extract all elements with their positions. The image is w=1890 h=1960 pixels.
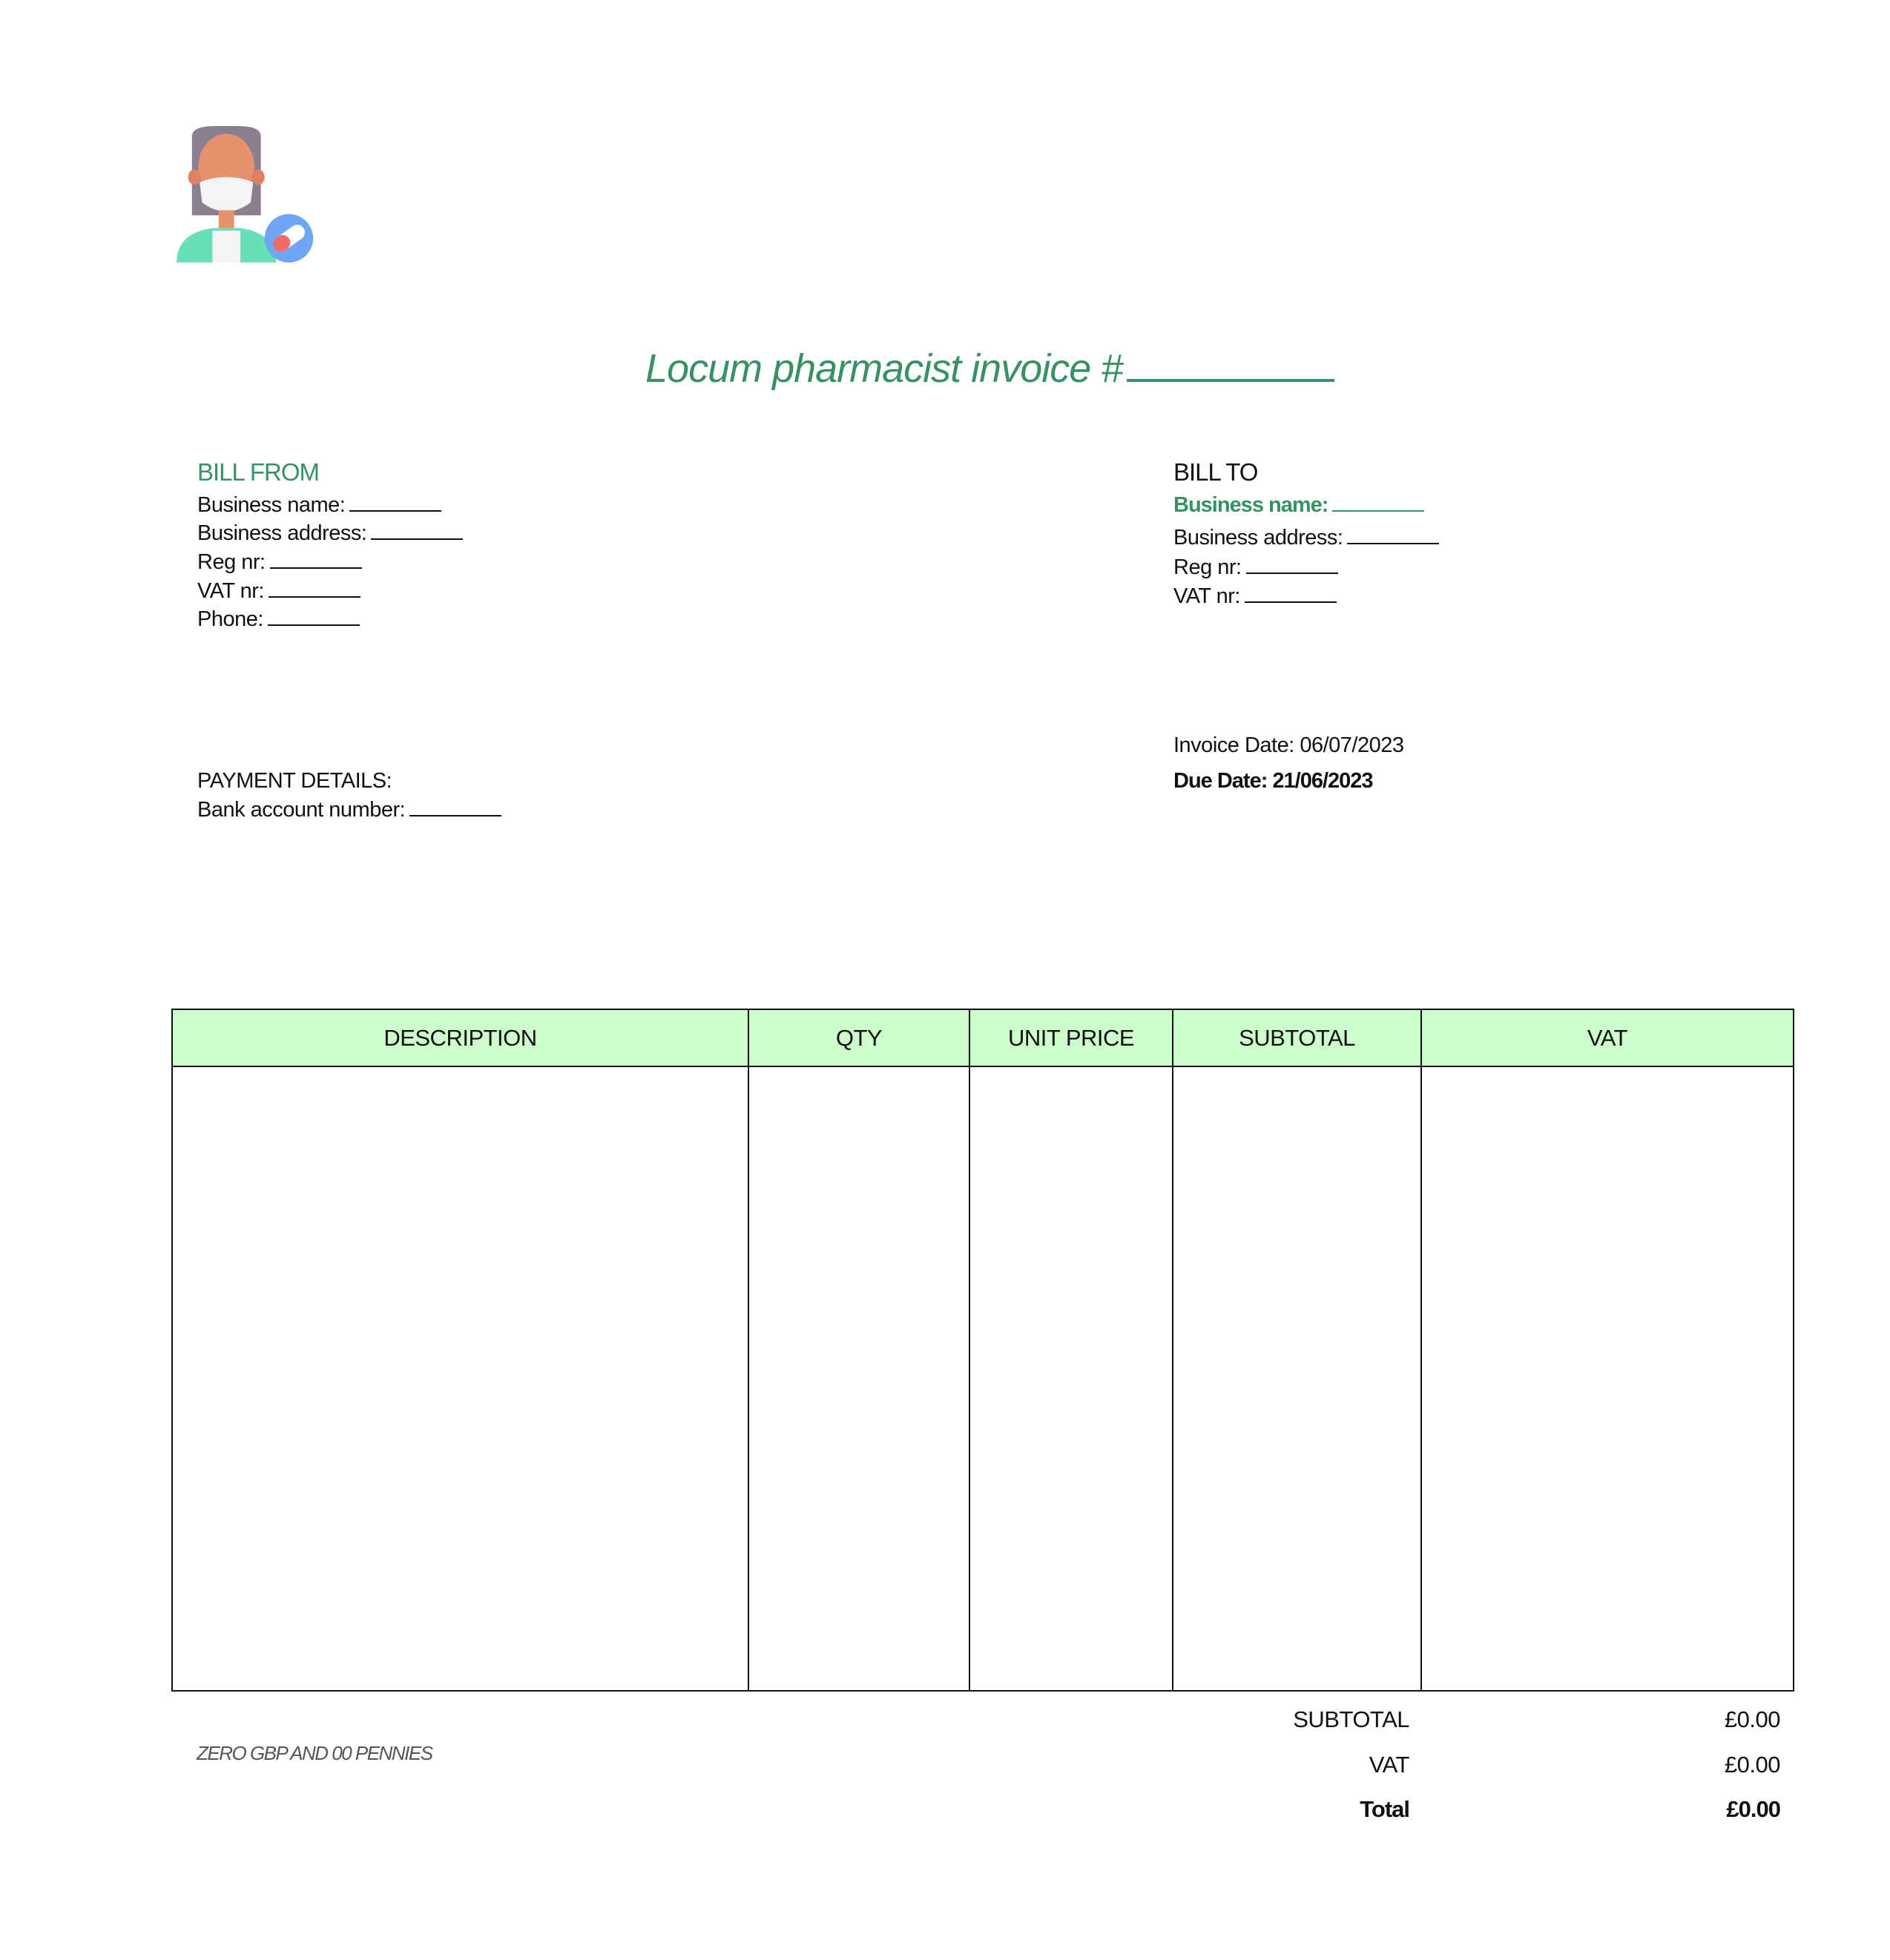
field-blank[interactable] <box>1244 601 1337 603</box>
bill-to-vat-nr: VAT nr: <box>1173 584 1337 610</box>
field-blank[interactable] <box>349 509 442 512</box>
bill-to-business-name: Business name: <box>1173 492 1425 518</box>
col-subtotal: SUBTOTAL <box>1172 1009 1422 1067</box>
bill-from-reg-nr: Reg nr: <box>197 550 362 575</box>
field-blank[interactable] <box>1245 572 1338 574</box>
table-header-row: DESCRIPTION QTY UNIT PRICE SUBTOTAL VAT <box>171 1009 1794 1067</box>
vat-label: VAT <box>1369 1752 1410 1778</box>
col-description: DESCRIPTION <box>171 1009 749 1067</box>
bill-from-phone: Phone: <box>197 607 360 633</box>
bill-to-business-address: Business address: <box>1173 525 1440 551</box>
subtotal-label: SUBTOTAL <box>1293 1706 1409 1732</box>
invoice-date: Invoice Date: 06/07/2023 <box>1173 733 1404 757</box>
field-blank[interactable] <box>409 814 502 816</box>
bill-from-heading: BILL FROM <box>197 458 320 486</box>
cell-unit-price[interactable] <box>969 1066 1173 1691</box>
field-blank[interactable] <box>267 624 360 626</box>
bill-from-business-name: Business name: <box>197 492 442 518</box>
pharmacist-logo-icon <box>177 126 314 263</box>
field-blank[interactable] <box>371 538 464 540</box>
invoice-title-text: Locum pharmacist invoice # <box>645 346 1123 391</box>
invoice-number-field[interactable] <box>1127 378 1335 382</box>
field-blank[interactable] <box>1347 542 1440 544</box>
total-label: Total <box>1360 1796 1410 1822</box>
cell-vat[interactable] <box>1420 1066 1794 1691</box>
col-qty: QTY <box>748 1009 970 1067</box>
col-unit-price: UNIT PRICE <box>969 1009 1173 1067</box>
col-vat: VAT <box>1420 1009 1794 1067</box>
amount-in-words: ZERO GBP AND 00 PENNIES <box>197 1742 433 1764</box>
field-blank[interactable] <box>268 595 360 598</box>
bank-account-number: Bank account number: <box>197 797 502 823</box>
bill-from-business-address: Business address: <box>197 521 464 547</box>
field-blank[interactable] <box>269 567 362 569</box>
line-items-table: DESCRIPTION QTY UNIT PRICE SUBTOTAL VAT <box>171 1009 1794 1692</box>
cell-description[interactable] <box>171 1066 749 1691</box>
table-row <box>171 1066 1794 1691</box>
subtotal-value: £0.00 <box>1724 1706 1781 1732</box>
invoice-title: Locum pharmacist invoice # <box>645 345 1335 393</box>
due-date: Due Date: 21/06/2023 <box>1173 769 1374 793</box>
bill-to-heading: BILL TO <box>1173 458 1258 486</box>
total-value: £0.00 <box>1726 1796 1781 1822</box>
bill-from-vat-nr: VAT nr: <box>197 578 360 604</box>
payment-details-heading: PAYMENT DETAILS: <box>197 769 392 793</box>
field-blank[interactable] <box>1332 509 1425 512</box>
bill-to-reg-nr: Reg nr: <box>1173 555 1338 581</box>
cell-qty[interactable] <box>748 1066 970 1691</box>
vat-value: £0.00 <box>1724 1752 1781 1778</box>
cell-subtotal[interactable] <box>1172 1066 1422 1691</box>
